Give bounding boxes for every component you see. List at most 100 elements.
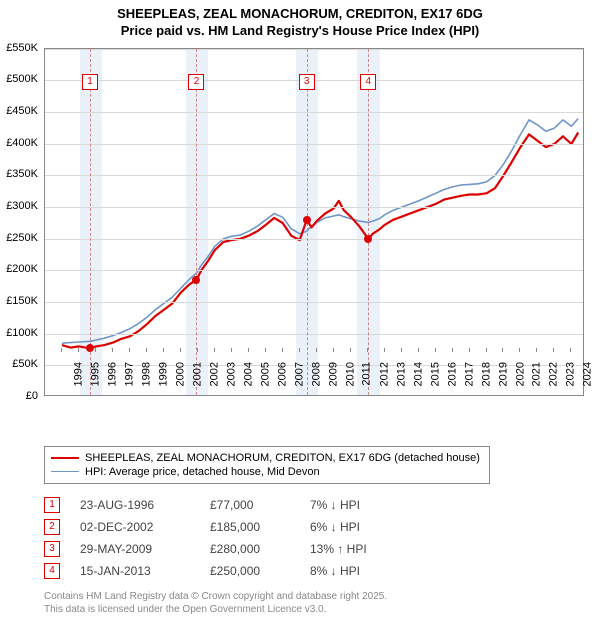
gridline	[45, 144, 583, 145]
x-tick-label: 2015	[429, 362, 441, 386]
event-date: 29-MAY-2009	[80, 542, 190, 556]
event-date: 23-AUG-1996	[80, 498, 190, 512]
event-dot-1	[86, 344, 94, 352]
y-tick-label: £50K	[12, 358, 38, 370]
y-axis: £0£50K£100K£150K£200K£250K£300K£350K£400…	[0, 48, 40, 396]
x-tick-label: 2004	[242, 362, 254, 386]
x-tick-label: 1996	[106, 362, 118, 386]
legend-label: HPI: Average price, detached house, Mid …	[85, 466, 320, 478]
gridline	[45, 239, 583, 240]
x-tick-label: 2014	[412, 362, 424, 386]
event-date: 15-JAN-2013	[80, 564, 190, 578]
event-dot-2	[192, 276, 200, 284]
gridline	[45, 270, 583, 271]
y-tick-label: £100K	[6, 327, 38, 339]
x-tick-label: 2009	[327, 362, 339, 386]
gridline	[45, 207, 583, 208]
legend-swatch	[51, 457, 79, 459]
events-table: 1 23-AUG-1996 £77,000 7% ↓ HPI 2 02-DEC-2002 £…	[44, 494, 600, 582]
x-tick-label: 2006	[276, 362, 288, 386]
event-price: £250,000	[210, 564, 290, 578]
event-delta: 6% ↓ HPI	[310, 520, 360, 534]
event-delta: 7% ↓ HPI	[310, 498, 360, 512]
y-tick-label: £300K	[6, 200, 38, 212]
legend-item: SHEEPLEAS, ZEAL MONACHORUM, CREDITON, EX…	[51, 451, 483, 465]
legend-label: SHEEPLEAS, ZEAL MONACHORUM, CREDITON, EX…	[85, 452, 480, 464]
x-tick-label: 2022	[548, 362, 560, 386]
event-row-marker: 2	[44, 519, 60, 535]
gridline	[45, 302, 583, 303]
y-tick-label: £150K	[6, 295, 38, 307]
x-tick-label: 1994	[72, 362, 84, 386]
y-tick-label: £450K	[6, 105, 38, 117]
event-price: £77,000	[210, 498, 290, 512]
line-series-svg	[45, 49, 584, 396]
x-tick-label: 2005	[259, 362, 271, 386]
x-axis: 1994199519961997199819992000200120022003…	[44, 358, 584, 408]
event-row: 1 23-AUG-1996 £77,000 7% ↓ HPI	[44, 494, 600, 516]
y-tick-label: £0	[26, 390, 38, 402]
event-row: 3 29-MAY-2009 £280,000 13% ↑ HPI	[44, 538, 600, 560]
event-row: 4 15-JAN-2013 £250,000 8% ↓ HPI	[44, 560, 600, 582]
gridline	[45, 49, 583, 50]
x-tick-label: 1999	[157, 362, 169, 386]
x-tick-label: 2018	[480, 362, 492, 386]
event-row-marker: 4	[44, 563, 60, 579]
gridline	[45, 334, 583, 335]
x-tick-label: 2023	[565, 362, 577, 386]
event-price: £185,000	[210, 520, 290, 534]
event-delta: 13% ↑ HPI	[310, 542, 367, 556]
x-tick-label: 2008	[310, 362, 322, 386]
event-dot-4	[364, 235, 372, 243]
x-tick-label: 2007	[293, 362, 305, 386]
gridline	[45, 175, 583, 176]
y-tick-label: £500K	[6, 73, 38, 85]
y-tick-label: £350K	[6, 168, 38, 180]
event-dashed-line	[90, 49, 91, 395]
x-tick-label: 1998	[140, 362, 152, 386]
footer-line2: This data is licensed under the Open Gov…	[44, 604, 326, 615]
event-dot-3	[303, 216, 311, 224]
x-tick-label: 2011	[360, 362, 372, 386]
x-tick-label: 1995	[89, 362, 101, 386]
series-price_paid	[62, 132, 578, 348]
series-hpi	[62, 118, 578, 343]
x-tick-label: 2019	[497, 362, 509, 386]
event-row-marker: 3	[44, 541, 60, 557]
event-marker-3: 3	[299, 74, 315, 90]
x-tick-label: 2002	[208, 362, 220, 386]
legend-swatch	[51, 471, 79, 472]
x-tick-label: 2003	[225, 362, 237, 386]
legend-item: HPI: Average price, detached house, Mid …	[51, 465, 483, 479]
chart-title: SHEEPLEAS, ZEAL MONACHORUM, CREDITON, EX…	[0, 0, 600, 40]
event-marker-1: 1	[82, 74, 98, 90]
x-tick-label: 2012	[378, 362, 390, 386]
event-price: £280,000	[210, 542, 290, 556]
event-dashed-line	[196, 49, 197, 395]
plot-region: 1 2 3 4	[44, 48, 584, 396]
x-tick-label: 2001	[191, 362, 203, 386]
chart-area: £0£50K£100K£150K£200K£250K£300K£350K£400…	[44, 48, 584, 396]
gridline	[45, 112, 583, 113]
legend-box: SHEEPLEAS, ZEAL MONACHORUM, CREDITON, EX…	[44, 446, 490, 484]
footer-attribution: Contains HM Land Registry data © Crown c…	[44, 590, 600, 616]
title-line1: SHEEPLEAS, ZEAL MONACHORUM, CREDITON, EX…	[117, 6, 483, 21]
event-marker-2: 2	[188, 74, 204, 90]
y-tick-label: £250K	[6, 232, 38, 244]
y-tick-label: £400K	[6, 137, 38, 149]
y-tick-label: £550K	[6, 42, 38, 54]
x-tick-label: 2016	[446, 362, 458, 386]
event-row-marker: 1	[44, 497, 60, 513]
y-tick-label: £200K	[6, 263, 38, 275]
x-tick-label: 2010	[344, 362, 356, 386]
x-tick-label: 2024	[582, 362, 594, 386]
event-date: 02-DEC-2002	[80, 520, 190, 534]
event-dashed-line	[368, 49, 369, 395]
x-tick-label: 2021	[531, 362, 543, 386]
title-line2: Price paid vs. HM Land Registry's House …	[121, 23, 480, 38]
event-marker-4: 4	[360, 74, 376, 90]
x-tick-label: 2017	[463, 362, 475, 386]
event-row: 2 02-DEC-2002 £185,000 6% ↓ HPI	[44, 516, 600, 538]
event-delta: 8% ↓ HPI	[310, 564, 360, 578]
x-tick-label: 2013	[395, 362, 407, 386]
